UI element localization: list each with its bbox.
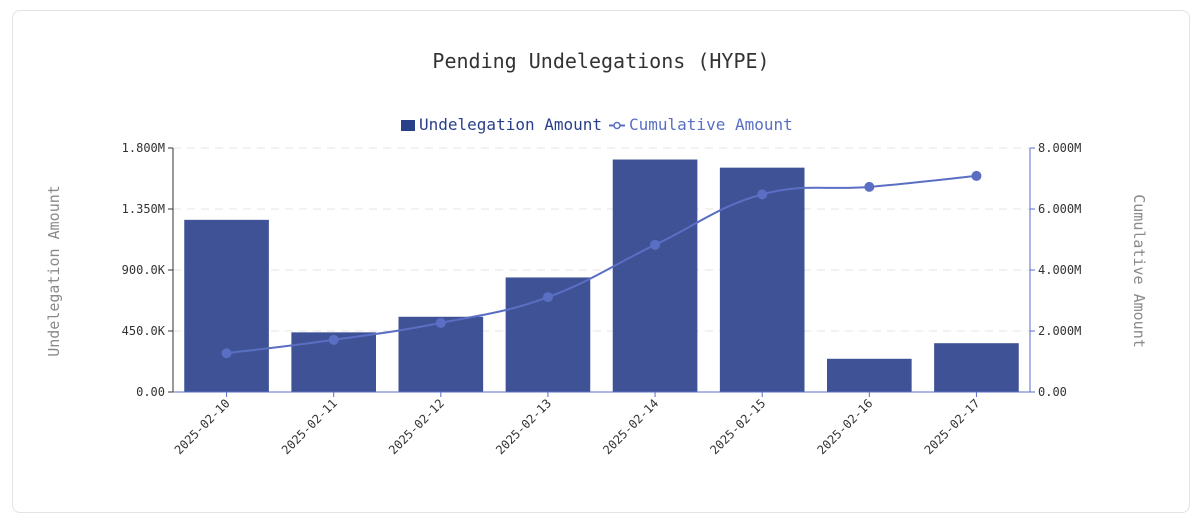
cumulative-line — [226, 174, 977, 355]
right-tick-label: 4.000M — [1038, 263, 1081, 277]
left-tick-label: 450.0K — [122, 324, 166, 338]
x-tick-label: 2025-02-14 — [600, 396, 661, 457]
right-tick-label: 8.000M — [1038, 141, 1081, 155]
right-axis-title: Cumulative Amount — [1130, 194, 1148, 348]
cumulative-point[interactable] — [864, 181, 875, 192]
legend-item-line[interactable]: Cumulative Amount — [609, 115, 793, 134]
cumulative-point[interactable] — [650, 239, 661, 250]
x-tick-label: 2025-02-12 — [386, 396, 447, 457]
legend-item-bar[interactable]: Undelegation Amount — [401, 115, 602, 134]
bar[interactable] — [719, 167, 805, 392]
chart-title: Pending Undelegations (HYPE) — [432, 49, 769, 73]
right-tick-label: 2.000M — [1038, 324, 1081, 338]
bar[interactable] — [826, 358, 912, 392]
cumulative-point[interactable] — [971, 170, 982, 181]
right-tick-label: 0.00 — [1038, 385, 1067, 399]
x-ticks: 2025-02-10 2025-02-11 2025-02-12 2025-02-13… — [172, 392, 983, 457]
left-axis-title: Undelegation Amount — [45, 185, 63, 357]
cumulative-point[interactable] — [542, 292, 553, 303]
cumulative-point[interactable] — [328, 334, 339, 345]
x-tick-label: 2025-02-15 — [707, 396, 768, 457]
x-tick-label: 2025-02-16 — [814, 396, 875, 457]
x-tick-label: 2025-02-17 — [922, 396, 983, 457]
left-tick-label: 0.00 — [136, 385, 165, 399]
left-tick-label: 1.800M — [122, 141, 165, 155]
bar[interactable] — [934, 343, 1019, 392]
left-y-ticks: 0.00 450.0K 900.0K 1.350M 1.800M — [122, 141, 173, 399]
legend-line-marker — [613, 121, 621, 130]
x-tick-label: 2025-02-13 — [493, 396, 554, 457]
legend-bar-label: Undelegation Amount — [419, 115, 602, 134]
legend: Undelegation Amount Cumulative Amount — [401, 115, 793, 134]
legend-bar-swatch — [401, 120, 415, 131]
x-tick-label: 2025-02-10 — [172, 396, 233, 457]
cumulative-point[interactable] — [221, 348, 232, 359]
bars — [184, 159, 1019, 392]
left-tick-label: 900.0K — [122, 263, 166, 277]
right-y-ticks: 0.00 2.000M 4.000M 6.000M 8.000M — [1030, 141, 1081, 399]
legend-line-label: Cumulative Amount — [629, 115, 793, 134]
bar[interactable] — [184, 219, 269, 392]
cumulative-line-series — [221, 170, 982, 359]
bar[interactable] — [612, 159, 698, 392]
x-tick-label: 2025-02-11 — [279, 396, 340, 457]
grid — [173, 147, 1030, 332]
cumulative-point[interactable] — [757, 189, 768, 200]
cumulative-point[interactable] — [435, 317, 446, 328]
left-tick-label: 1.350M — [122, 202, 165, 216]
bar[interactable] — [398, 316, 484, 392]
right-tick-label: 6.000M — [1038, 202, 1081, 216]
